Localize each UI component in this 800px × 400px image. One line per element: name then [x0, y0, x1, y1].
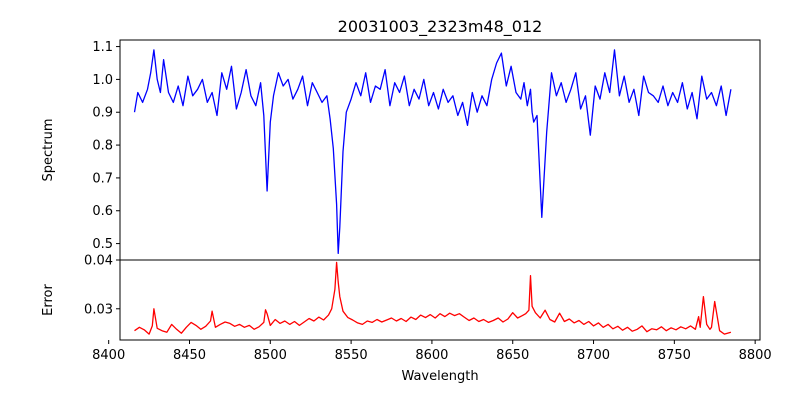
x-axis-label: Wavelength — [401, 369, 478, 384]
error-line — [134, 261, 732, 335]
error-axes-frame — [119, 259, 761, 341]
x-tick-label: 8400 — [92, 348, 125, 363]
x-tick-label: 8800 — [739, 348, 772, 363]
x-tick-label: 8600 — [415, 348, 448, 363]
x-tick-label: 8500 — [254, 348, 287, 363]
spectrum-y-axis-label: Spectrum — [41, 119, 56, 182]
error-y-axis-label: Error — [41, 284, 56, 316]
spectrum-y-tick-label: 0.9 — [92, 106, 113, 121]
x-tick-label: 8750 — [658, 348, 691, 363]
error-y-tick-label: 0.04 — [84, 254, 113, 269]
spectrum-panel: 0.5 0.6 0.7 0.8 0.9 1.0 1.1 Spectrum — [41, 39, 761, 261]
x-tick-label: 8650 — [496, 348, 529, 363]
x-tick-label: 8450 — [173, 348, 206, 363]
spectrum-y-tick-label: 1.0 — [92, 73, 113, 88]
spectrum-y-tick-label: 0.7 — [92, 171, 113, 186]
error-panel: 0.03 0.04 8400 8450 8500 8550 8600 8650 8700 875… — [41, 254, 772, 385]
spectrum-y-tick-label: 0.8 — [92, 139, 113, 154]
spectrum-y-tick-label: 0.5 — [92, 237, 113, 252]
chart-title: 20031003_2323m48_012 — [338, 17, 543, 37]
spectrum-line — [133, 49, 732, 255]
x-tick-label: 8700 — [577, 348, 610, 363]
spectrum-y-tick-label: 1.1 — [92, 40, 113, 55]
error-y-tick-label: 0.03 — [84, 302, 113, 317]
spectrum-y-tick-label: 0.6 — [92, 204, 113, 219]
x-tick-label: 8550 — [335, 348, 368, 363]
